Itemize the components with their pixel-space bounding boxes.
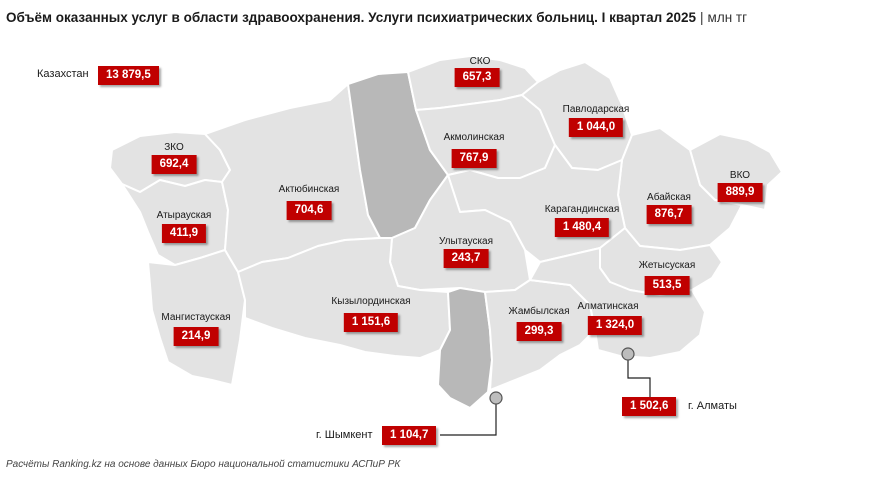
region-value-kyzylorda: 1 151,6 <box>343 313 399 332</box>
region-label-vko: ВКО <box>729 170 751 181</box>
title-text: Объём оказанных услуг в области здравоох… <box>6 10 697 25</box>
region-label-mangystau: Мангистауская <box>161 312 231 323</box>
city-label-shymkent: г. Шымкент <box>316 429 373 441</box>
region-label-kyzylorda: Кызылординская <box>331 296 411 307</box>
region-value-akmola: 767,9 <box>451 149 497 168</box>
region-turkestan[interactable] <box>437 287 493 409</box>
city-label-almaty: г. Алматы <box>688 400 737 412</box>
region-value-mangystau: 214,9 <box>173 327 219 346</box>
region-value-vko: 889,9 <box>717 183 763 202</box>
region-value-zhambyl: 299,3 <box>516 322 562 341</box>
region-label-atyrau: Атырауская <box>156 210 212 221</box>
region-value-atyrau: 411,9 <box>161 224 207 243</box>
region-label-zhambyl: Жамбылская <box>508 306 570 317</box>
region-label-pavlodar: Павлодарская <box>562 104 630 115</box>
region-value-aktobe: 704,6 <box>286 201 332 220</box>
region-label-akmola: Акмолинская <box>443 132 505 143</box>
city-value-shymkent: 1 104,7 <box>382 426 437 445</box>
region-value-abay: 876,7 <box>646 205 692 224</box>
region-label-karaganda: Карагандинская <box>544 204 620 215</box>
pin-almaty-city[interactable] <box>621 347 635 361</box>
region-label-abay: Абайская <box>647 192 691 203</box>
region-label-zhetysu: Жетысуская <box>638 260 696 271</box>
region-value-sko: 657,3 <box>454 68 500 87</box>
region-label-almaty: Алматинская <box>577 301 639 312</box>
region-label-aktobe: Актюбинская <box>278 184 340 195</box>
region-value-almaty: 1 324,0 <box>587 316 643 335</box>
region-atyrau[interactable] <box>121 179 229 266</box>
total-label: Казахстан <box>37 68 89 80</box>
title-unit: млн тг <box>707 10 748 25</box>
source-note: Расчёты Ranking.kz на основе данных Бюро… <box>6 459 401 470</box>
leader-almaty-city <box>627 354 651 400</box>
region-value-zhetysu: 513,5 <box>644 276 690 295</box>
region-mangystau[interactable] <box>147 249 246 386</box>
region-value-pavlodar: 1 044,0 <box>568 118 624 137</box>
city-value-almaty: 1 502,6 <box>622 397 677 416</box>
region-value-ulytau: 243,7 <box>443 249 489 268</box>
region-value-zko: 692,4 <box>151 155 197 174</box>
leader-shymkent <box>440 398 497 436</box>
total-value: 13 879,5 <box>98 66 159 85</box>
chart-title: Объём оказанных услуг в области здравоох… <box>6 10 866 25</box>
title-separator: | <box>700 10 704 25</box>
region-value-karaganda: 1 480,4 <box>554 218 610 237</box>
pin-shymkent[interactable] <box>489 391 503 405</box>
region-label-zko: ЗКО <box>164 142 184 153</box>
region-label-sko: СКО <box>469 56 491 67</box>
region-label-ulytau: Улытауская <box>438 236 494 247</box>
